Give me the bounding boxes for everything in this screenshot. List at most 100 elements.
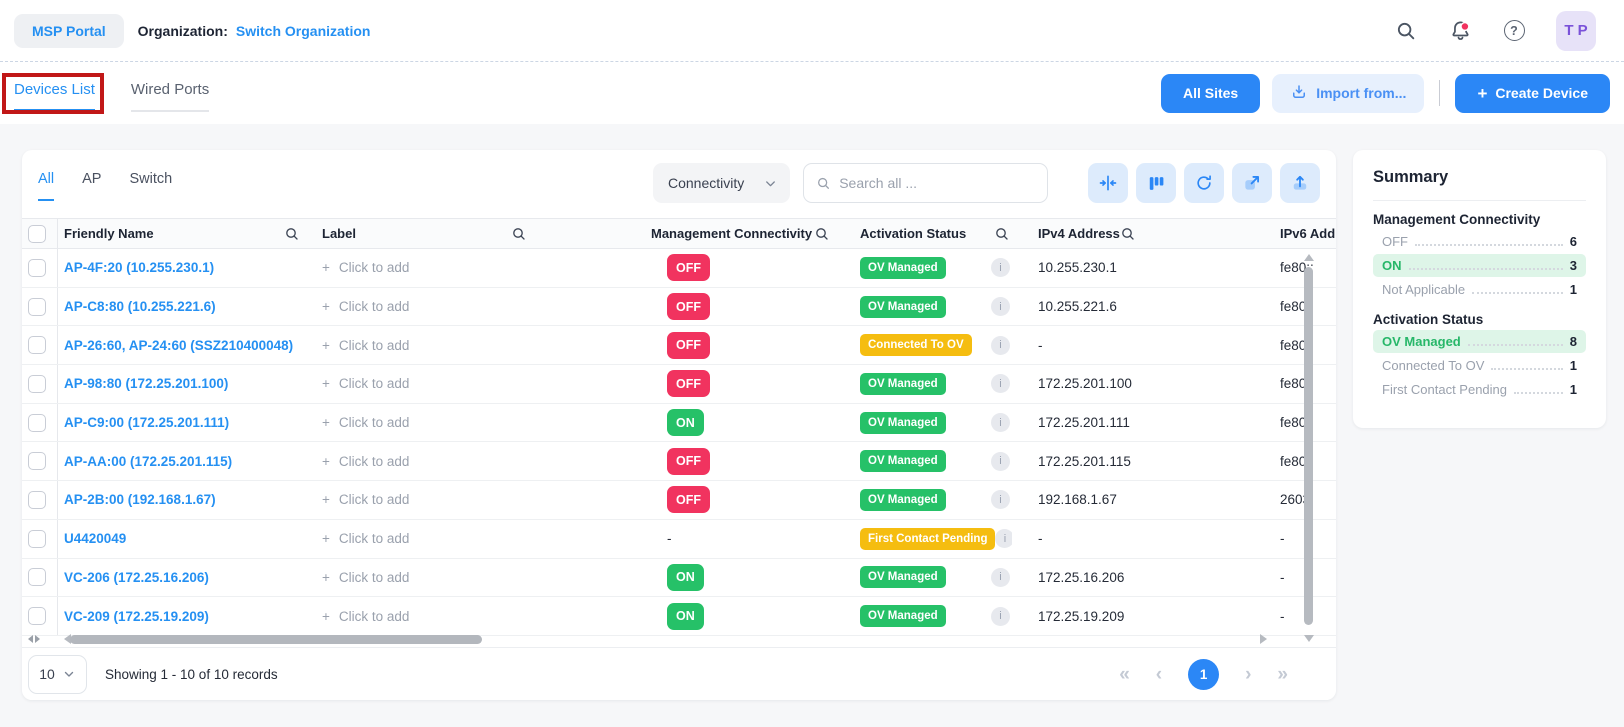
tab-wired-ports[interactable]: Wired Ports [131,81,209,112]
column-search-icon[interactable] [814,226,830,242]
info-icon[interactable]: i [991,374,1010,393]
last-page-button[interactable]: » [1277,665,1288,684]
type-tab-switch[interactable]: Switch [129,171,172,201]
device-name-link[interactable]: AP-C9:00 (172.25.201.111) [64,415,229,430]
table-row[interactable]: AP-AA:00 (172.25.201.115) + Click to add… [22,442,1336,481]
table-row[interactable]: AP-2B:00 (192.168.1.67) + Click to add O… [22,481,1336,520]
label-click-to-add[interactable]: + Click to add [322,609,409,624]
tab-devices-list[interactable]: Devices List [14,81,95,112]
label-click-to-add[interactable]: + Click to add [322,299,409,314]
scroll-up-arrow[interactable] [1304,254,1314,261]
info-icon[interactable]: i [991,568,1010,587]
collapse-columns-icon[interactable] [1088,163,1128,203]
device-name-link[interactable]: AP-98:80 (172.25.201.100) [64,376,228,391]
frozen-column-scroll-arrows[interactable] [28,635,40,643]
help-icon[interactable]: ? [1502,19,1526,43]
table-row[interactable]: AP-26:60, AP-24:60 (SSZ210400048) + Clic… [22,326,1336,365]
row-checkbox[interactable] [28,336,46,354]
vertical-scrollbar[interactable] [1304,254,1313,642]
scroll-right-arrow[interactable] [1260,634,1267,644]
type-tab-ap[interactable]: AP [82,171,101,201]
device-name-link[interactable]: AP-26:60, AP-24:60 (SSZ210400048) [64,338,293,353]
table-row[interactable]: VC-206 (172.25.16.206) + Click to add ON… [22,559,1336,598]
summary-item: OFF 6 [1373,230,1586,253]
label-click-to-add[interactable]: + Click to add [322,260,409,275]
row-checkbox[interactable] [28,452,46,470]
row-checkbox[interactable] [28,375,46,393]
device-name-link[interactable]: AP-2B:00 (192.168.1.67) [64,492,216,507]
info-icon[interactable]: i [991,413,1010,432]
summary-item: First Contact Pending 1 [1373,378,1586,401]
ipv4-value: 192.168.1.67 [1012,481,1242,519]
info-icon[interactable]: i [991,336,1010,355]
search-box [803,163,1048,203]
column-search-icon[interactable] [284,226,300,242]
plus-icon: + [322,492,330,507]
table-row[interactable]: AP-C9:00 (172.25.201.111) + Click to add… [22,404,1336,443]
msp-portal-button[interactable]: MSP Portal [14,14,124,48]
device-name-link[interactable]: AP-AA:00 (172.25.201.115) [64,454,232,469]
device-name-link[interactable]: U4420049 [64,531,126,546]
select-all-checkbox[interactable] [28,225,46,243]
device-name-link[interactable]: VC-206 (172.25.16.206) [64,570,209,585]
info-icon[interactable]: i [991,297,1010,316]
page-tabbar: Devices List Wired Ports All Sites Impor… [0,62,1624,124]
info-icon[interactable]: i [991,490,1010,509]
first-page-button[interactable]: « [1119,665,1130,684]
vertical-scroll-thumb[interactable] [1304,267,1313,625]
column-ipv6: IPv6 Address [1280,226,1336,241]
label-click-to-add[interactable]: + Click to add [322,492,409,507]
search-input[interactable] [839,175,1035,191]
row-checkbox[interactable] [28,259,46,277]
label-click-to-add[interactable]: + Click to add [322,415,409,430]
row-checkbox[interactable] [28,414,46,432]
device-name-link[interactable]: AP-C8:80 (10.255.221.6) [64,299,216,314]
next-page-button[interactable]: › [1245,665,1251,684]
label-click-to-add[interactable]: + Click to add [322,376,409,391]
summary-item-label: ON [1382,258,1402,273]
table-row[interactable]: U4420049 + Click to add - First Contact … [22,520,1336,559]
bell-icon[interactable] [1448,19,1472,43]
plus-icon: + [322,531,330,546]
all-sites-button[interactable]: All Sites [1161,74,1260,113]
previous-page-button[interactable]: ‹ [1156,665,1162,684]
organization-link[interactable]: Switch Organization [236,23,371,39]
table-row[interactable]: AP-4F:20 (10.255.230.1) + Click to add O… [22,249,1336,288]
info-icon[interactable]: i [991,258,1010,277]
label-click-to-add[interactable]: + Click to add [322,570,409,585]
avatar[interactable]: T P [1556,11,1596,51]
row-checkbox[interactable] [28,491,46,509]
device-name-link[interactable]: VC-209 (172.25.19.209) [64,609,209,624]
column-search-icon[interactable] [1120,226,1136,242]
export-icon[interactable] [1232,163,1272,203]
type-tab-all[interactable]: All [38,171,54,201]
search-icon[interactable] [1394,19,1418,43]
info-icon[interactable]: i [991,607,1010,626]
row-checkbox[interactable] [28,607,46,625]
label-click-to-add[interactable]: + Click to add [322,531,409,546]
row-checkbox[interactable] [28,530,46,548]
horizontal-scroll-thumb[interactable] [70,635,482,644]
row-checkbox[interactable] [28,298,46,316]
table-row[interactable]: AP-C8:80 (10.255.221.6) + Click to add O… [22,288,1336,327]
info-icon[interactable]: i [995,529,1012,548]
table-row[interactable]: AP-98:80 (172.25.201.100) + Click to add… [22,365,1336,404]
column-search-icon[interactable] [994,226,1010,242]
label-click-to-add[interactable]: + Click to add [322,338,409,353]
columns-icon[interactable] [1136,163,1176,203]
info-icon[interactable]: i [991,452,1010,471]
create-device-button[interactable]: + Create Device [1455,74,1610,113]
current-page-button[interactable]: 1 [1188,659,1219,690]
page-size-select[interactable]: 10 [28,655,87,694]
device-name-link[interactable]: AP-4F:20 (10.255.230.1) [64,260,214,275]
connectivity-select[interactable]: Connectivity [653,163,790,203]
summary-item-label: Connected To OV [1382,358,1484,373]
horizontal-scrollbar[interactable] [22,634,1336,646]
table-row[interactable]: VC-209 (172.25.19.209) + Click to add ON… [22,597,1336,636]
label-click-to-add[interactable]: + Click to add [322,454,409,469]
row-checkbox[interactable] [28,568,46,586]
column-search-icon[interactable] [511,226,527,242]
upload-icon[interactable] [1280,163,1320,203]
import-from-button[interactable]: Import from... [1272,74,1424,113]
refresh-icon[interactable] [1184,163,1224,203]
